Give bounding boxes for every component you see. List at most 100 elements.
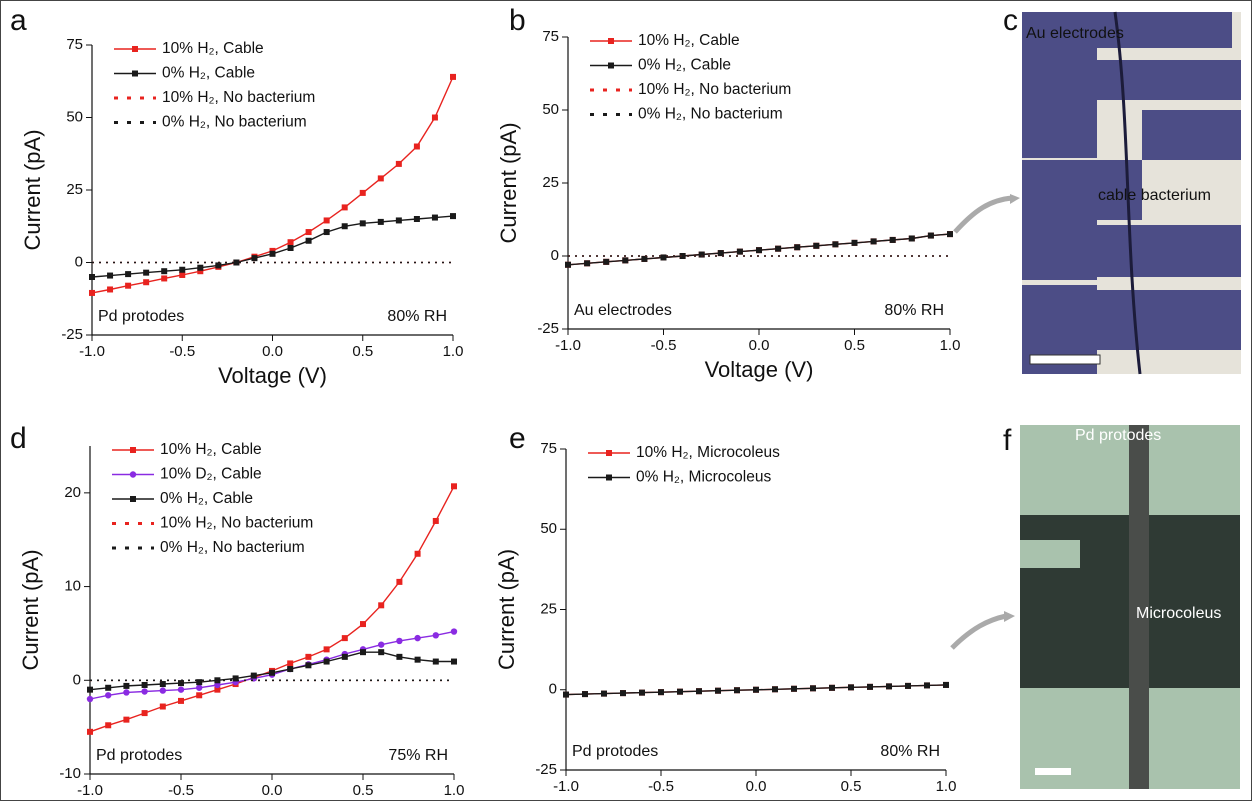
marker (105, 692, 111, 698)
arrow (952, 616, 1006, 648)
x-tick-label: -0.5 (648, 778, 674, 795)
annotation: Pd protodes (96, 747, 182, 764)
y-tick-label: 25 (66, 181, 83, 198)
marker (179, 272, 185, 278)
marker (414, 635, 420, 641)
image-label: cable bacterium (1098, 187, 1211, 204)
y-tick-label: -25 (535, 761, 557, 778)
marker (451, 483, 457, 489)
marker (451, 628, 457, 634)
marker (288, 239, 294, 245)
legend-item: 10% H₂, No bacterium (590, 81, 791, 98)
marker (342, 204, 348, 210)
marker (87, 729, 93, 735)
x-tick-label: 0.5 (844, 337, 865, 354)
marker (123, 717, 129, 723)
marker (305, 662, 311, 668)
marker (791, 686, 797, 692)
y-tick-label: 50 (66, 108, 83, 125)
marker (415, 551, 421, 557)
legend-item: 10% H₂, Cable (112, 441, 262, 458)
marker (306, 229, 312, 235)
marker (160, 704, 166, 710)
figure: c Au electrodes cable bacterium f Pd pro… (0, 0, 1252, 801)
marker (132, 71, 138, 77)
marker (378, 602, 384, 608)
y-tick-label: 75 (540, 440, 557, 457)
marker (641, 256, 647, 262)
marker (909, 235, 915, 241)
marker (396, 654, 402, 660)
page: {"chart_data": [ {"type": "line", "panel… (0, 0, 1252, 801)
marker (132, 46, 138, 52)
marker (87, 696, 93, 702)
x-tick-label: -0.5 (168, 782, 194, 799)
legend-item: 10% H₂, No bacterium (114, 89, 315, 106)
panel-letter: b (509, 4, 526, 37)
marker (606, 475, 612, 481)
legend-label: 10% H₂, Cable (162, 40, 264, 57)
marker (867, 684, 873, 690)
marker (161, 275, 167, 281)
marker (197, 265, 203, 271)
x-tick-label: -1.0 (79, 343, 105, 360)
marker (584, 260, 590, 266)
legend-item: 0% H₂, Cable (590, 57, 731, 74)
marker (143, 279, 149, 285)
x-tick-label: 0.5 (841, 778, 862, 795)
marker (810, 685, 816, 691)
x-tick-label: 1.0 (940, 337, 961, 354)
marker (432, 115, 438, 121)
marker (360, 220, 366, 226)
marker (414, 144, 420, 150)
image-label: Microcoleus (1136, 605, 1221, 622)
annotation: Au electrodes (574, 302, 672, 319)
series-line (92, 216, 453, 277)
marker (378, 175, 384, 181)
marker (832, 241, 838, 247)
marker (601, 691, 607, 697)
legend-item: 0% H₂, Cable (114, 65, 255, 82)
marker (813, 243, 819, 249)
marker (451, 659, 457, 665)
y-axis-label: Current (pA) (496, 122, 521, 243)
marker (342, 654, 348, 660)
marker (715, 688, 721, 694)
marker (324, 217, 330, 223)
legend-label: 10% H₂, Microcoleus (636, 444, 780, 461)
marker (143, 270, 149, 276)
marker (433, 518, 439, 524)
marker (414, 216, 420, 222)
marker (360, 649, 366, 655)
marker (608, 38, 614, 44)
marker (608, 63, 614, 69)
marker (324, 646, 330, 652)
marker (415, 657, 421, 663)
marker (658, 689, 664, 695)
marker (603, 259, 609, 265)
marker (737, 249, 743, 255)
legend-item: 0% H₂, No bacterium (590, 106, 783, 123)
marker (905, 683, 911, 689)
x-tick-label: -1.0 (555, 337, 581, 354)
image-label: Pd protodes (1075, 427, 1161, 444)
marker (852, 240, 858, 246)
series-line (92, 77, 453, 293)
marker (378, 649, 384, 655)
panel-letter: d (10, 422, 27, 455)
arrowhead (1004, 611, 1015, 622)
marker (928, 233, 934, 239)
legend-item: 0% H₂, No bacterium (112, 539, 305, 556)
y-tick-label: 0 (73, 671, 81, 688)
x-axis-label: Voltage (V) (218, 363, 327, 388)
marker (772, 686, 778, 692)
image-label: Au electrodes (1026, 25, 1124, 42)
marker (288, 245, 294, 251)
marker (196, 679, 202, 685)
x-tick-label: 0.0 (262, 782, 283, 799)
marker (661, 254, 667, 260)
marker (178, 686, 184, 692)
marker (943, 682, 949, 688)
marker (233, 260, 239, 266)
legend-item: 10% H₂, Microcoleus (588, 444, 780, 461)
